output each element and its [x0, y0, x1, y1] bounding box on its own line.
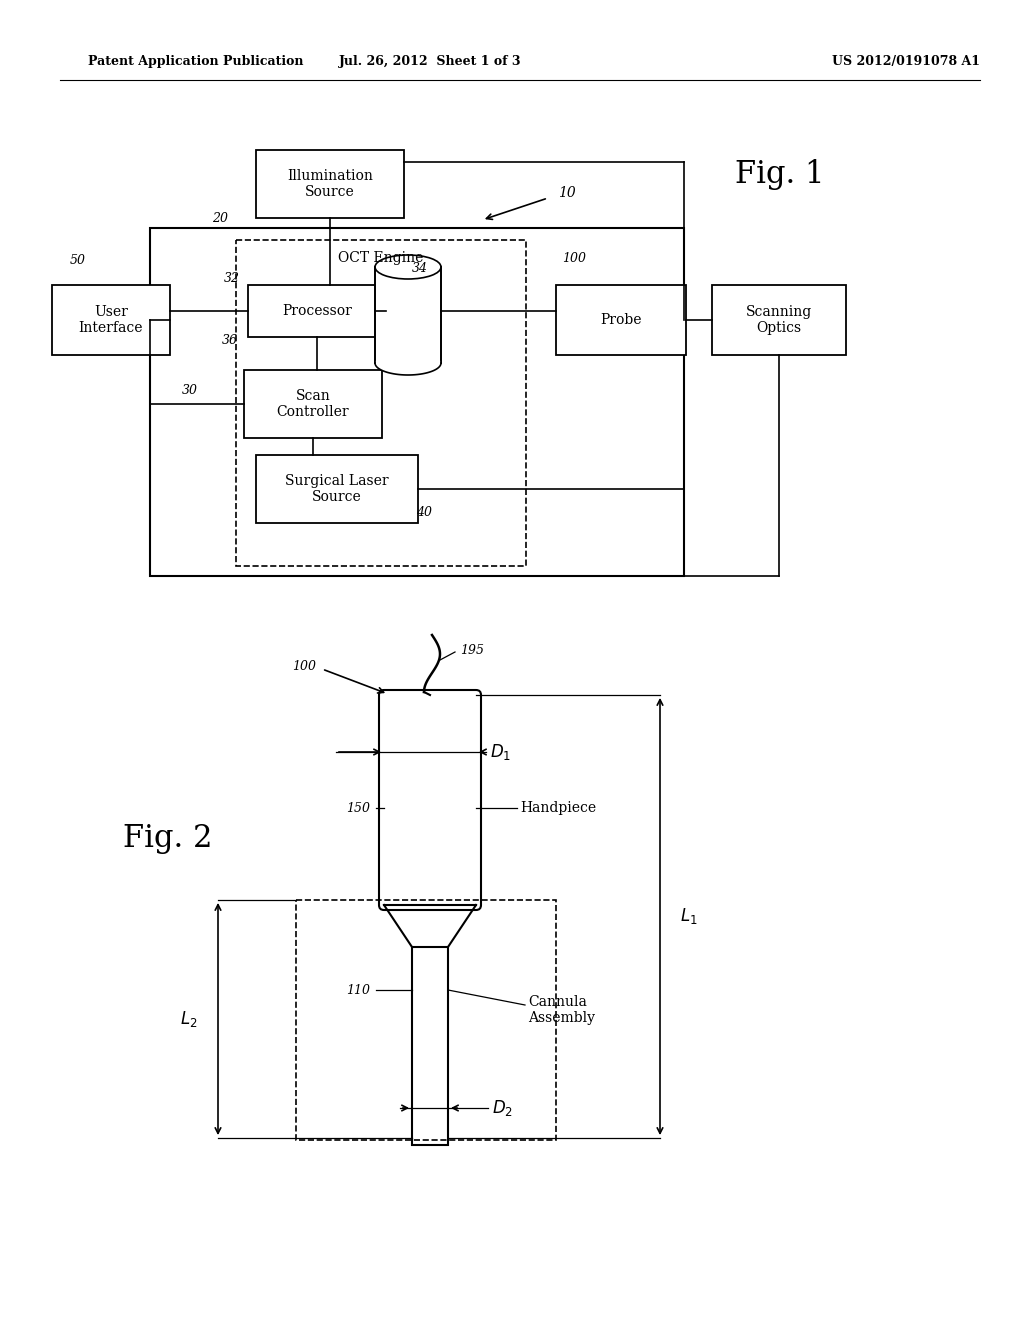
Text: Processor: Processor [282, 304, 352, 318]
Text: 110: 110 [346, 983, 370, 997]
Text: Jul. 26, 2012  Sheet 1 of 3: Jul. 26, 2012 Sheet 1 of 3 [339, 55, 521, 69]
Text: 150: 150 [346, 801, 370, 814]
Bar [256, 455, 418, 523]
Bar [244, 370, 382, 438]
Text: 50: 50 [70, 253, 86, 267]
Text: $D_1$: $D_1$ [490, 742, 511, 762]
Text: Probe: Probe [600, 313, 642, 327]
Text: Fig. 1: Fig. 1 [735, 160, 824, 190]
Bar [556, 285, 686, 355]
Ellipse shape [375, 255, 441, 279]
Text: Patent Application Publication: Patent Application Publication [88, 55, 303, 69]
Text: User
Interface: User Interface [79, 305, 143, 335]
Bar [375, 267, 441, 363]
Text: 195: 195 [460, 644, 484, 656]
Text: 40: 40 [416, 506, 432, 519]
Text: 20: 20 [212, 211, 228, 224]
Bar [412, 946, 449, 1144]
Text: 100: 100 [562, 252, 586, 264]
Bar [236, 240, 526, 566]
Text: Illumination
Source: Illumination Source [287, 169, 373, 199]
Bar [150, 228, 684, 576]
Text: $L_1$: $L_1$ [680, 907, 697, 927]
Text: 30: 30 [182, 384, 198, 396]
FancyBboxPatch shape [379, 690, 481, 909]
Bar [712, 285, 846, 355]
Bar [256, 150, 404, 218]
Text: 32: 32 [224, 272, 240, 285]
Text: $D_2$: $D_2$ [492, 1098, 513, 1118]
Text: Surgical Laser
Source: Surgical Laser Source [286, 474, 389, 504]
Text: Scan
Controller: Scan Controller [276, 389, 349, 420]
Text: Scanning
Optics: Scanning Optics [745, 305, 812, 335]
Text: Cannula
Assembly: Cannula Assembly [528, 995, 595, 1026]
Bar [248, 285, 386, 337]
Text: Handpiece: Handpiece [520, 801, 596, 814]
Ellipse shape [375, 351, 441, 375]
Text: $L_2$: $L_2$ [180, 1008, 198, 1030]
Text: US 2012/0191078 A1: US 2012/0191078 A1 [831, 55, 980, 69]
Text: 34: 34 [412, 261, 428, 275]
Text: OCT Engine: OCT Engine [338, 251, 424, 265]
Text: 100: 100 [292, 660, 316, 672]
Bar [296, 900, 556, 1140]
Text: 36: 36 [222, 334, 238, 346]
Text: Fig. 2: Fig. 2 [123, 822, 213, 854]
Bar [52, 285, 170, 355]
Text: 10: 10 [558, 186, 575, 201]
